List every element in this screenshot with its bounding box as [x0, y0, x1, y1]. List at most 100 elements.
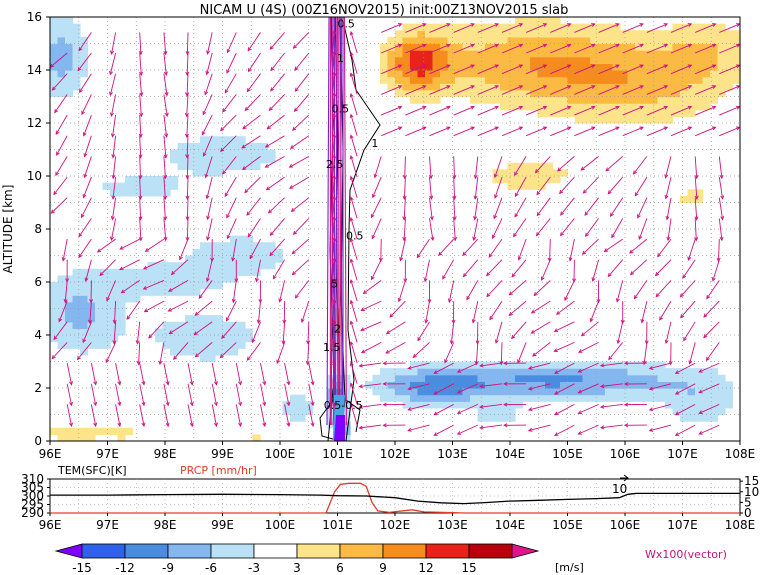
shade-cell: [575, 36, 584, 45]
wind-vector: [121, 280, 140, 294]
shade-cell: [65, 56, 74, 64]
wind-vector: [554, 321, 575, 332]
shade-cell: [432, 381, 441, 389]
shade-cell: [72, 321, 81, 329]
wind-vector: [578, 403, 599, 414]
shade-cell: [612, 63, 621, 71]
wind-vector: [112, 177, 117, 199]
wind-vector-head: [254, 277, 259, 283]
wind-vector-head: [206, 215, 211, 221]
shade-cell: [252, 434, 261, 442]
shade-cell: [485, 388, 494, 396]
shade-cell: [597, 381, 606, 389]
shade-cell: [462, 394, 471, 402]
shade-cell: [710, 96, 719, 104]
wind-vector-head: [267, 209, 273, 214]
wind-vector-head: [332, 216, 337, 221]
wind-vector: [332, 403, 335, 426]
wind-vector-head: [533, 292, 538, 297]
shade-cell: [200, 328, 209, 336]
wind-vector: [582, 238, 599, 255]
wind-vector-head: [446, 126, 451, 131]
wind-vector-head: [185, 71, 190, 76]
shade-cell: [672, 96, 681, 104]
wind-vector-head: [83, 173, 88, 179]
shade-cell: [710, 36, 719, 45]
shade-cell: [560, 96, 569, 104]
shade-cell: [642, 381, 651, 389]
shade-cell: [680, 388, 689, 396]
wind-vector-head: [452, 216, 457, 221]
shade-cell: [635, 96, 644, 104]
shade-cell: [207, 149, 216, 157]
wind-vector-head: [332, 174, 337, 180]
shade-cell: [177, 149, 186, 157]
shade-cell: [72, 56, 81, 64]
shade-cell: [215, 328, 224, 336]
colorbar-unit: [m/s]: [555, 561, 584, 574]
shade-cell: [102, 268, 111, 276]
wind-vector: [83, 114, 92, 136]
shade-cell: [627, 70, 636, 78]
wind-vector-head: [449, 340, 454, 345]
shade-cell: [477, 414, 486, 422]
wind-vector: [405, 64, 426, 75]
wind-vector: [110, 94, 117, 117]
shade-cell: [470, 63, 479, 71]
shade-cell: [395, 368, 404, 376]
shade-cell: [267, 262, 276, 270]
shade-cell: [605, 23, 614, 31]
wind-vector: [139, 73, 143, 96]
wind-vector-head: [470, 43, 475, 48]
wind-vector: [332, 320, 335, 343]
shade-cell: [627, 43, 636, 51]
wind-vector: [308, 404, 314, 427]
shade-cell: [230, 335, 239, 343]
wind-vector-head: [407, 407, 412, 412]
wind-vector-head: [494, 194, 498, 199]
shade-cell: [215, 169, 224, 177]
wind-vector: [457, 424, 478, 435]
wind-vector-head: [138, 50, 143, 56]
shade-cell: [537, 109, 546, 117]
shade-cell: [492, 361, 501, 369]
wind-vector: [574, 85, 595, 95]
wind-vector-head: [663, 85, 669, 89]
shade-cell: [477, 374, 486, 382]
wind-vector: [429, 85, 450, 95]
wind-vector-head: [470, 85, 475, 89]
shade-cell: [477, 83, 486, 91]
shade-cell: [575, 23, 584, 31]
precip-line: [50, 482, 740, 514]
shade-cell: [380, 56, 389, 64]
contour-label: 0.5: [337, 18, 355, 31]
wind-vector-head: [332, 340, 337, 345]
wind-vector-head: [711, 23, 717, 27]
shade-cell: [657, 89, 666, 98]
wind-vector-head: [433, 390, 438, 395]
wind-vector: [416, 238, 430, 258]
wind-vector-head: [194, 353, 200, 358]
shade-cell: [642, 43, 651, 51]
wind-vector: [495, 321, 503, 344]
shade-cell: [582, 83, 591, 91]
wind-vector-head: [80, 213, 85, 219]
shade-cell: [665, 394, 674, 402]
shade-cell: [410, 30, 419, 38]
shade-cell: [687, 96, 696, 104]
wind-vector-head: [603, 248, 609, 253]
wind-vector: [501, 23, 523, 33]
shade-cell: [200, 348, 209, 356]
shade-cell: [702, 63, 711, 71]
wind-vector-head: [513, 232, 517, 238]
shade-cell: [567, 103, 576, 111]
wind-vector: [433, 383, 454, 395]
shade-cell: [642, 374, 651, 382]
shade-cell: [717, 381, 726, 389]
shade-cell: [237, 262, 246, 270]
wind-vector: [186, 94, 189, 117]
wind-vector: [294, 94, 310, 112]
wind-vector: [389, 300, 406, 318]
wind-vector-head: [135, 340, 140, 345]
shade-cell: [657, 109, 666, 117]
